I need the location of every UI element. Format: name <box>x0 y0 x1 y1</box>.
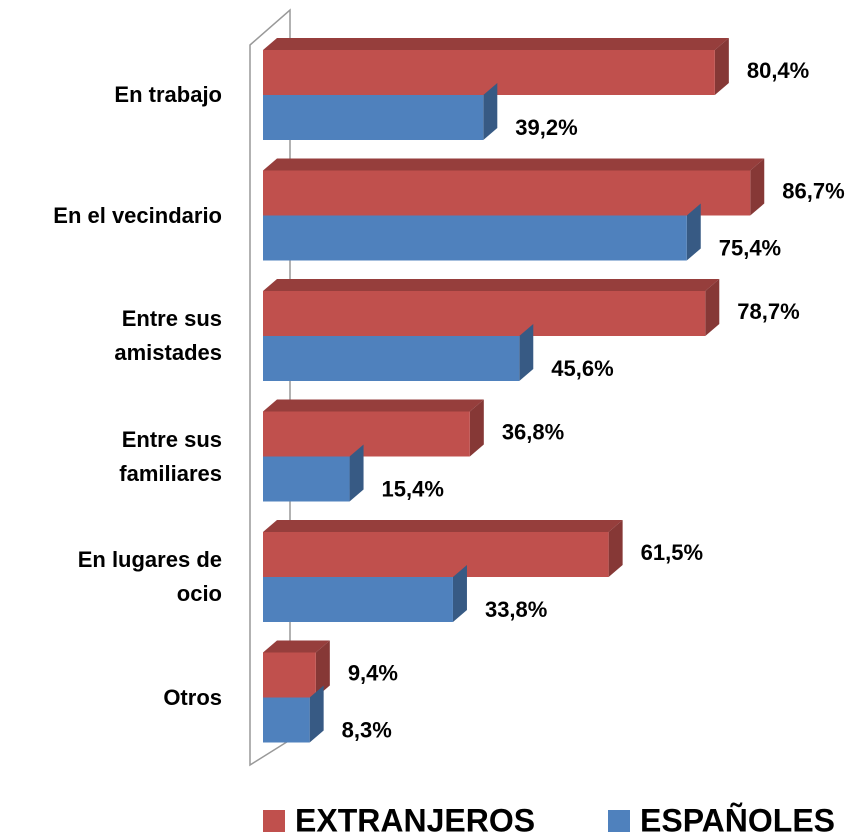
bar <box>263 95 484 140</box>
bar <box>263 336 520 381</box>
bar <box>263 170 751 216</box>
bar-side <box>608 520 623 577</box>
bar-side <box>315 640 330 698</box>
value-label: 33,8% <box>485 597 547 622</box>
value-label: 61,5% <box>641 540 703 565</box>
legend-label: EXTRANJEROS <box>295 802 535 838</box>
bar-top <box>263 640 330 653</box>
value-label: 9,4% <box>348 660 398 685</box>
bar <box>263 215 687 261</box>
bar <box>263 411 470 457</box>
bar-side <box>469 399 484 457</box>
legend-swatch <box>608 810 630 832</box>
bar-top <box>263 520 623 532</box>
legend-label: ESPAÑOLES <box>640 802 835 838</box>
bar-top <box>263 158 765 171</box>
bar-side <box>714 38 729 95</box>
value-label: 8,3% <box>342 717 392 742</box>
bar-side <box>483 83 498 140</box>
bar <box>263 532 609 577</box>
value-label: 45,6% <box>551 356 613 381</box>
bar <box>263 50 715 95</box>
bar <box>263 456 350 502</box>
bar-top <box>263 38 729 50</box>
category-label: En lugares de ocio <box>77 547 222 606</box>
value-label: 78,7% <box>737 299 799 324</box>
category-label: Entre sus familiares <box>119 426 222 486</box>
bar-side <box>519 324 534 381</box>
bar-top <box>263 399 484 412</box>
bar-side <box>452 565 467 622</box>
bar-side <box>750 158 765 216</box>
legend-swatch <box>263 810 285 832</box>
value-label: 80,4% <box>747 58 809 83</box>
bar <box>263 291 706 336</box>
bar <box>263 697 310 743</box>
bar-side <box>705 279 720 336</box>
bar <box>263 652 316 698</box>
category-label: En trabajo <box>114 82 222 107</box>
value-label: 75,4% <box>719 235 781 260</box>
category-label: Otros <box>163 684 222 710</box>
bar-side <box>686 203 701 261</box>
bar-side <box>349 444 364 502</box>
value-label: 86,7% <box>782 178 844 203</box>
category-label: En el vecindario <box>53 202 222 228</box>
value-label: 39,2% <box>515 115 577 140</box>
category-label: Entre sus amistades <box>114 306 222 365</box>
value-label: 15,4% <box>382 476 444 501</box>
value-label: 36,8% <box>502 419 564 444</box>
bar-top <box>263 279 720 291</box>
bar-side <box>309 685 324 743</box>
bar <box>263 577 453 622</box>
